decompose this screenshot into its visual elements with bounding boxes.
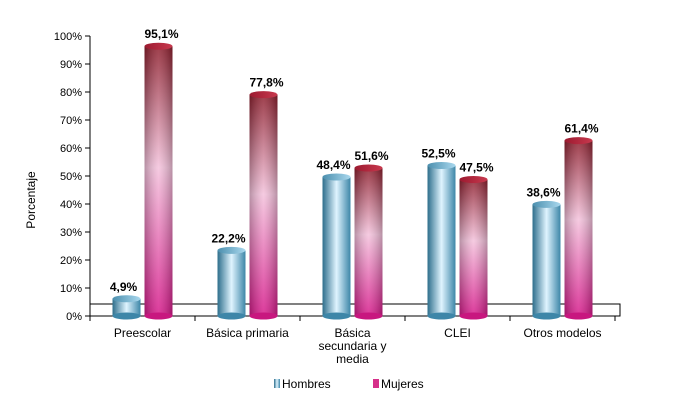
legend-swatch-mujeres	[373, 379, 379, 388]
y-tick-label: 30%	[60, 227, 82, 239]
bar-top	[217, 246, 246, 254]
data-labels: 4,9% 95,1% 22,2% 77,8% 48,4% 51,6% 52,5% 47,5% 3…	[110, 27, 599, 294]
legend-label-mujeres: Mujeres	[381, 377, 424, 391]
bar-top	[459, 176, 488, 183]
data-label: 4,9%	[110, 280, 138, 294]
bar-base	[532, 312, 561, 320]
bar-mujeres-1	[249, 91, 278, 320]
data-label: 22,2%	[211, 231, 245, 245]
y-tick-label: 100%	[54, 31, 82, 43]
x-tick-label: Preescolar	[114, 326, 171, 340]
bar-hombres-3	[427, 162, 456, 320]
bar-base	[354, 312, 383, 320]
bar-mujeres-4	[564, 137, 593, 320]
bar-mujeres-0	[144, 42, 173, 320]
x-tick-label: media	[336, 352, 369, 366]
y-tick-label: 80%	[60, 87, 82, 99]
y-axis: 0% 10% 20% 30% 40% 50% 60% 70% 80% 90% 100%	[54, 31, 91, 323]
bar-top	[427, 162, 456, 169]
bar-hombres-4	[532, 200, 561, 320]
y-axis-title: Porcentaje	[24, 171, 38, 229]
bar-base	[459, 312, 488, 320]
data-label: 51,6%	[354, 149, 388, 163]
bar-shade	[144, 46, 173, 316]
data-label: 61,4%	[564, 122, 598, 136]
bar-body	[532, 204, 561, 316]
bar-top	[112, 295, 141, 303]
x-tick-label: Básica primaria	[206, 326, 289, 340]
bar-body	[427, 165, 456, 316]
y-tick-label: 90%	[60, 59, 82, 71]
bar-base	[144, 312, 173, 320]
data-label: 47,5%	[459, 161, 493, 175]
bar-shade	[354, 168, 383, 316]
y-tick-label: 10%	[60, 283, 82, 295]
bar-top	[564, 137, 593, 145]
bar-top	[144, 42, 173, 50]
bar-base	[249, 312, 278, 320]
bar-shade	[459, 179, 488, 316]
bar-top	[354, 164, 383, 172]
x-tick-label: Otros modelos	[523, 326, 601, 340]
x-axis: Preescolar Básica primaria Básicasecundari…	[89, 316, 616, 366]
data-label: 95,1%	[144, 27, 178, 41]
y-tick-label: 20%	[60, 255, 82, 267]
y-tick-label: 40%	[60, 199, 82, 211]
data-label: 38,6%	[526, 185, 560, 199]
data-label: 48,4%	[316, 158, 350, 172]
bar-body	[217, 250, 246, 316]
x-tick-label: CLEI	[444, 326, 471, 340]
y-tick-label: 60%	[60, 143, 82, 155]
data-label: 52,5%	[421, 147, 455, 161]
y-tick-label: 70%	[60, 115, 82, 127]
bar-mujeres-2	[354, 164, 383, 320]
bar-hombres-2	[322, 173, 351, 320]
bar-body	[112, 298, 141, 316]
bar-top	[249, 91, 278, 99]
bar-hombres-0	[112, 295, 141, 320]
bar-mujeres-3	[459, 176, 488, 320]
legend: Hombres Mujeres	[274, 377, 424, 391]
x-tick-label: secundaria y	[318, 339, 386, 353]
legend-swatch-hombres	[274, 379, 280, 388]
y-tick-label: 0%	[66, 311, 82, 323]
bars	[112, 42, 593, 320]
bar-base	[217, 312, 246, 320]
bar-shade	[249, 94, 278, 316]
bar-top	[322, 173, 351, 181]
bar-base	[322, 312, 351, 320]
bar-shade	[564, 140, 593, 316]
data-label: 77,8%	[249, 76, 283, 90]
bar-body	[322, 176, 351, 316]
bar-base	[427, 312, 456, 320]
y-tick-label: 50%	[60, 171, 82, 183]
bar-base	[112, 312, 141, 320]
bar-base	[564, 312, 593, 320]
x-tick-label: Básica	[334, 326, 370, 340]
bar-top	[532, 200, 561, 208]
legend-label-hombres: Hombres	[282, 377, 331, 391]
bar-hombres-1	[217, 246, 246, 320]
